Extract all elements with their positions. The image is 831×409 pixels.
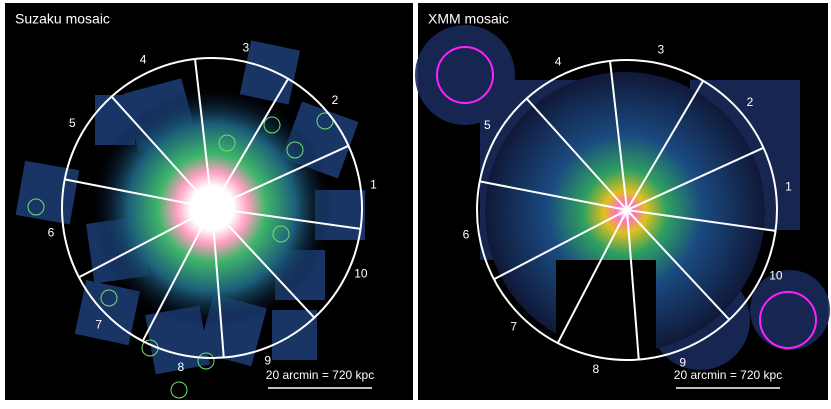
- sector-label: 3: [658, 43, 665, 57]
- excluded-region: [436, 46, 494, 104]
- sector-line: [525, 97, 628, 211]
- sector-line: [211, 207, 361, 230]
- sector-line: [211, 78, 289, 209]
- sector-label: 1: [785, 179, 792, 193]
- scale-label: 20 arcmin = 720 kpc: [266, 368, 374, 382]
- sector-line: [556, 209, 628, 344]
- excluded-region: [759, 291, 817, 349]
- sector-line: [194, 58, 213, 209]
- sector-label: 1: [370, 177, 377, 191]
- sector-label: 4: [555, 54, 562, 68]
- sector-line: [78, 207, 213, 279]
- sector-label: 10: [354, 266, 368, 280]
- sector-label: 3: [243, 41, 250, 55]
- sector-label: 5: [484, 118, 491, 132]
- sector-label: 6: [463, 228, 470, 242]
- sector-label: 8: [178, 360, 185, 374]
- sector-line: [626, 209, 776, 232]
- overlays: Suzaku mosaic 1 2 3 4 5 6 7 8 9 10 20 arcmin = 720 …: [15, 11, 792, 389]
- sector-ring: [476, 59, 778, 361]
- sector-label: 7: [510, 319, 517, 333]
- scale-label: 20 arcmin = 720 kpc: [674, 368, 782, 382]
- sector-line: [626, 209, 731, 321]
- sector-line: [211, 144, 349, 209]
- sector-label: 9: [679, 355, 686, 369]
- gap: [556, 260, 656, 360]
- sector-line: [493, 209, 628, 281]
- sector-label: 5: [69, 116, 76, 130]
- sector-label: 2: [747, 95, 754, 109]
- sector-label: 2: [332, 93, 339, 107]
- sector-line: [64, 178, 213, 209]
- panel-title: Suzaku mosaic: [15, 11, 110, 27]
- sector-label: 8: [593, 362, 600, 376]
- sector-line: [609, 60, 628, 211]
- sector-ring: [61, 57, 363, 359]
- sector-line: [141, 207, 213, 342]
- sector-label: 4: [140, 52, 147, 66]
- sector-label: 9: [264, 353, 271, 367]
- sector-line: [626, 146, 764, 211]
- sector-label: 6: [48, 226, 55, 240]
- sector-label: 7: [95, 317, 102, 331]
- sector-line: [211, 207, 225, 358]
- sector-line: [211, 207, 316, 319]
- sector-line: [626, 80, 704, 211]
- sector-line: [626, 209, 640, 360]
- sector-label: 10: [769, 268, 783, 282]
- panel-title: XMM mosaic: [428, 11, 509, 27]
- sector-line: [110, 95, 213, 209]
- sector-line: [479, 180, 628, 211]
